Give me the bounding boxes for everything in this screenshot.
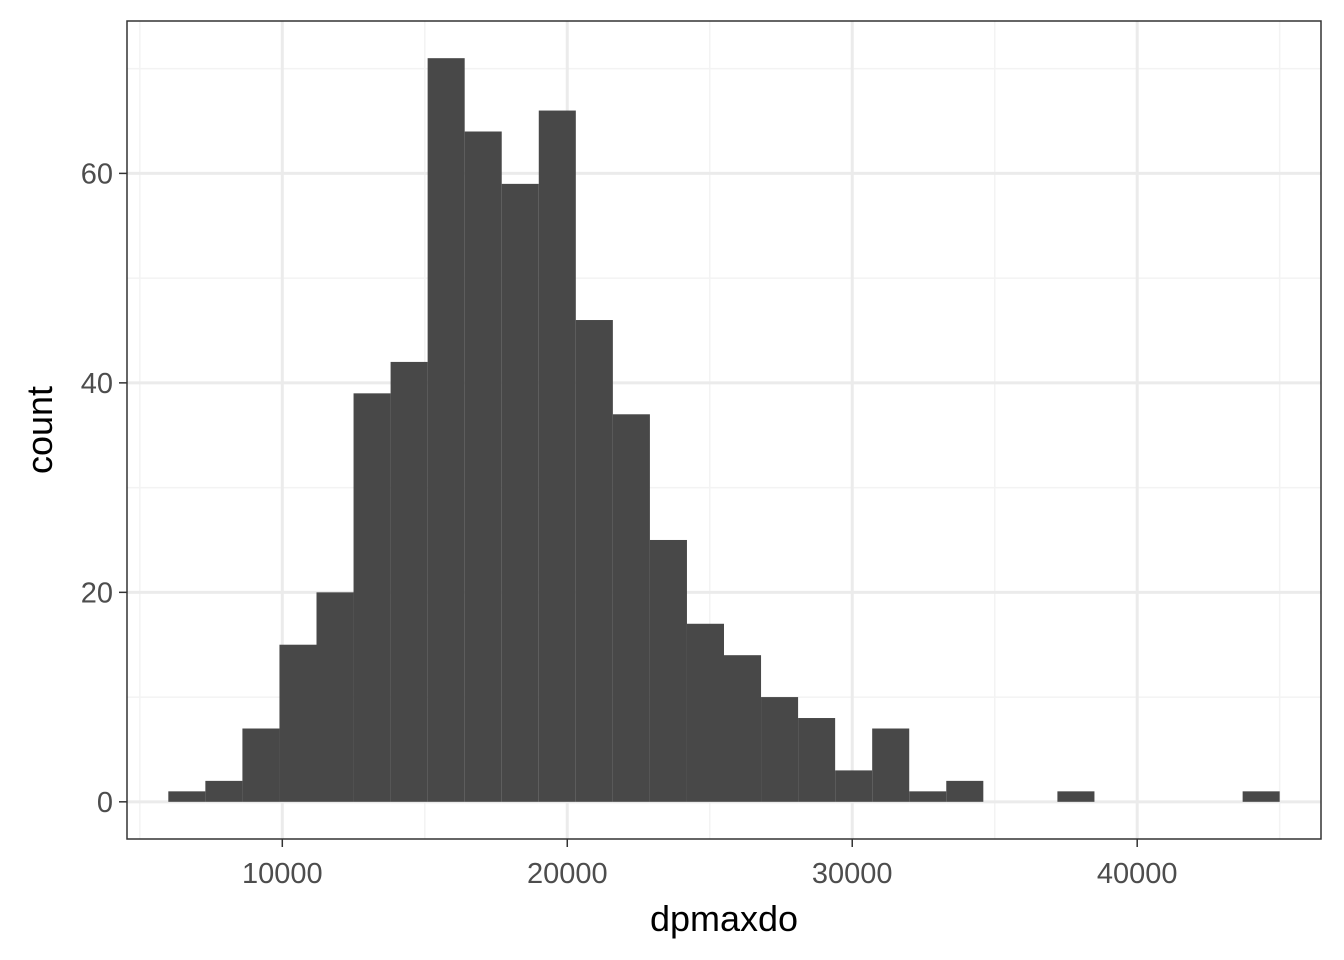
x-tick-label: 40000: [1097, 858, 1178, 890]
x-tick-label: 10000: [242, 858, 323, 890]
histogram-bar: [761, 697, 799, 802]
histogram-bar: [946, 780, 984, 802]
histogram-bar: [279, 644, 317, 802]
histogram-bar: [649, 539, 687, 802]
histogram-bar: [686, 623, 724, 802]
histogram-bar: [798, 718, 836, 802]
histogram-bar: [1057, 791, 1095, 802]
x-axis-title: dpmaxdo: [650, 898, 798, 939]
histogram-bar: [316, 592, 354, 802]
x-tick-label: 30000: [812, 858, 893, 890]
histogram-bar: [168, 791, 206, 802]
panel-border: [126, 20, 1322, 840]
histogram-bars: [168, 58, 1280, 802]
histogram-bar: [909, 791, 947, 802]
histogram-bar: [872, 728, 910, 802]
histogram-bar: [464, 131, 502, 802]
y-tick-label: 0: [97, 787, 113, 819]
histogram-bar: [501, 183, 539, 802]
y-tick-label: 40: [81, 368, 113, 400]
histogram-bar: [538, 110, 576, 802]
histogram-bar: [724, 655, 762, 802]
x-axis-ticks: 10000 20000 30000 40000: [242, 839, 1178, 890]
histogram-bar: [835, 770, 873, 802]
y-tick-label: 60: [81, 158, 113, 190]
histogram-bar: [575, 320, 613, 802]
histogram-bar: [205, 780, 243, 802]
x-tick-label: 20000: [527, 858, 608, 890]
y-tick-label: 20: [81, 577, 113, 609]
y-axis-ticks: 0 20 40 60: [81, 158, 127, 819]
histogram-bar: [242, 728, 280, 802]
histogram-bar: [427, 58, 465, 802]
histogram-bar: [1242, 791, 1280, 802]
histogram-bar: [390, 361, 428, 802]
histogram-bar: [353, 393, 391, 802]
histogram-bar: [612, 414, 650, 802]
y-axis-title: count: [19, 386, 60, 474]
